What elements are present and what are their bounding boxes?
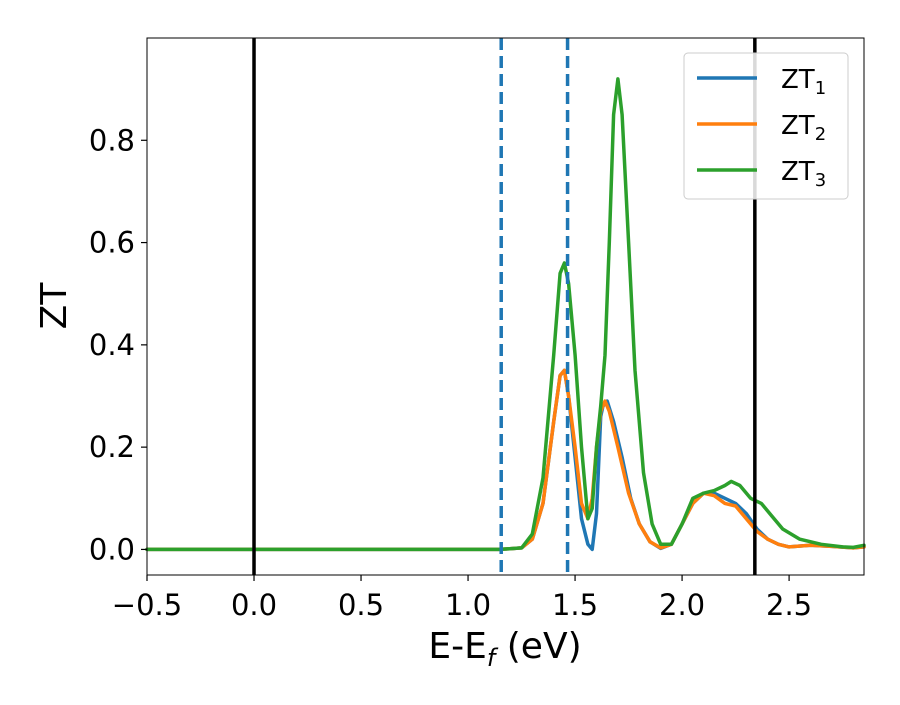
x-tick-label: 1.5	[552, 588, 598, 622]
y-axis-title: ZT	[34, 282, 75, 330]
x-axis-title: E-Ef (eV)	[428, 626, 581, 672]
plot-frame	[146, 37, 865, 576]
x-tick-label: 0.0	[231, 588, 277, 622]
legend: ZT1 ZT2 ZT3	[683, 52, 849, 200]
legend-label-zt3: ZT3	[781, 157, 826, 191]
legend-label-zt2: ZT2	[781, 111, 826, 145]
y-tick-label: 0.2	[89, 430, 135, 464]
y-tick-label: 0.6	[89, 226, 135, 260]
x-tick-label: 2.0	[659, 588, 705, 622]
x-tick-label: −0.5	[112, 588, 182, 622]
series-line-zt2	[145, 368, 866, 552]
x-axis: −0.5 0.0 0.5 1.0 1.5 2.0 2.5	[112, 575, 812, 622]
reference-lines-layer	[252, 38, 757, 575]
x-tick-label: 0.5	[338, 588, 384, 622]
y-tick-label: 0.4	[89, 328, 135, 362]
y-axis: 0.0 0.2 0.4 0.6 0.8	[89, 123, 147, 566]
legend-label-zt1: ZT1	[781, 65, 826, 99]
y-tick-label: 0.8	[89, 123, 135, 157]
y-tick-label: 0.0	[89, 532, 135, 566]
x-tick-label: 1.0	[445, 588, 491, 622]
x-tick-label: 2.5	[766, 588, 812, 622]
series-line-zt3	[145, 77, 866, 552]
series-layer	[145, 77, 866, 552]
legend-box	[683, 52, 849, 200]
legend-entries: ZT1 ZT2 ZT3	[697, 65, 826, 191]
